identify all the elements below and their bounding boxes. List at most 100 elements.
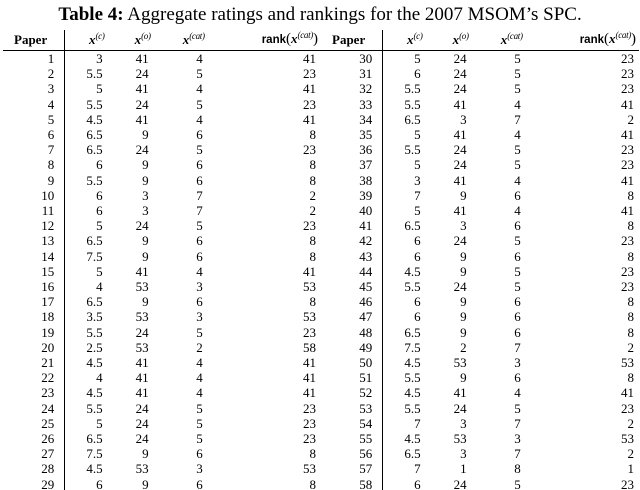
value-cell: 5 <box>196 66 203 82</box>
table-row: 43 6 9 6 8 <box>321 248 639 264</box>
value-cell: 41 <box>135 355 149 371</box>
value-cell: 58 <box>303 339 316 355</box>
table-row: 13 6.5 9 6 8 <box>3 233 321 249</box>
value-cell: 2 <box>309 187 317 203</box>
value-cell: 6 <box>514 309 521 325</box>
value-cell: 3 <box>514 431 521 447</box>
table-row: 44 4.5 9 5 23 <box>321 263 639 280</box>
table-row: 3 5 41 4 41 <box>3 81 321 97</box>
value-cell: 4 <box>196 355 203 371</box>
table-row: 25 5 24 5 23 <box>3 415 321 432</box>
open-paren: ( <box>604 31 609 47</box>
math-function-label: rank <box>261 34 286 46</box>
value-cell: 5 <box>196 218 203 234</box>
value-cell: 24 <box>453 142 467 158</box>
math-superscript: (cat) <box>297 30 314 40</box>
table-row: 5 4.5 41 4 41 <box>3 111 321 128</box>
value-cell: 8 <box>309 476 317 490</box>
paper-id-cell: 53 <box>321 400 384 416</box>
value-cell: 2.5 <box>86 339 103 355</box>
value-cell: 5 <box>514 142 521 158</box>
value-cell: 7 <box>514 446 521 462</box>
column-header-x-c: x(c) <box>382 30 426 51</box>
value-cell: 41 <box>303 263 316 279</box>
value-cell: 9 <box>460 294 467 310</box>
value-cell: 4.5 <box>404 263 421 279</box>
value-cell: 9 <box>460 324 467 340</box>
value-cell: 8 <box>309 446 317 462</box>
value-cell: 7.5 <box>86 446 103 462</box>
value-cell: 8 <box>309 248 317 264</box>
paper-id-cell: 41 <box>321 218 384 234</box>
value-cell: 41 <box>621 127 634 143</box>
value-cell: 41 <box>135 51 149 66</box>
value-cell: 24 <box>135 431 149 447</box>
value-cell: 4 <box>196 51 203 66</box>
table-row: 48 6.5 9 6 8 <box>321 324 639 340</box>
paper-id-cell: 33 <box>321 96 384 112</box>
table-caption: Table 4: Aggregate ratings and rankings … <box>0 0 640 27</box>
value-cell: 5.5 <box>86 66 103 82</box>
value-cell: 6.5 <box>86 142 103 158</box>
value-cell: 23 <box>621 157 634 173</box>
paper-id-cell: 4 <box>3 96 66 112</box>
header-row: Paper x(c) x(o) x(cat) rank(x(cat)) <box>321 30 639 51</box>
table-row: 7 6.5 24 5 23 <box>3 142 321 158</box>
value-cell: 8 <box>309 127 317 143</box>
math-variable: x <box>88 32 96 47</box>
paper-id-cell: 7 <box>3 142 66 158</box>
table-row: 32 5.5 24 5 23 <box>321 81 639 97</box>
table-row: 24 5.5 24 5 23 <box>3 400 321 416</box>
value-cell: 5 <box>96 415 103 431</box>
math-superscript: (cat) <box>615 30 632 40</box>
value-cell: 41 <box>303 355 316 371</box>
column-header-paper: Paper <box>3 30 66 51</box>
value-cell: 2 <box>460 339 467 355</box>
value-cell: 4.5 <box>86 461 103 477</box>
paper-id-cell: 17 <box>3 294 66 310</box>
paper-id-cell: 8 <box>3 157 66 173</box>
value-cell: 3 <box>460 218 467 234</box>
table-row: 54 7 3 7 2 <box>321 415 639 432</box>
value-cell: 6 <box>514 218 521 234</box>
value-cell: 41 <box>453 385 467 401</box>
value-cell: 6 <box>196 476 203 490</box>
table-row: 49 7.5 2 7 2 <box>321 339 639 356</box>
paper-id-cell: 19 <box>3 324 66 340</box>
value-cell: 6 <box>196 127 203 143</box>
value-cell: 5 <box>96 263 103 279</box>
paper-id-cell: 26 <box>3 431 66 447</box>
value-cell: 4 <box>196 111 203 127</box>
value-cell: 1 <box>460 461 467 477</box>
table-row: 2 5.5 24 5 23 <box>3 66 321 82</box>
paper-id-cell: 58 <box>321 476 384 490</box>
value-cell: 6 <box>96 203 103 219</box>
value-cell: 2 <box>627 111 635 127</box>
paper-id-cell: 22 <box>3 370 66 386</box>
value-cell: 8 <box>309 157 317 173</box>
value-cell: 5.5 <box>404 400 421 416</box>
value-cell: 9 <box>142 446 149 462</box>
table-row: 16 4 53 3 53 <box>3 279 321 295</box>
value-cell: 7 <box>414 187 421 203</box>
value-cell: 6 <box>514 248 521 264</box>
value-cell: 4 <box>514 385 521 401</box>
value-cell: 1 <box>627 461 635 477</box>
value-cell: 24 <box>453 476 467 490</box>
value-cell: 23 <box>303 66 316 82</box>
value-cell: 41 <box>303 370 316 386</box>
math-superscript: (c) <box>413 31 423 41</box>
value-cell: 5 <box>196 400 203 416</box>
value-cell: 4 <box>96 370 103 386</box>
value-cell: 23 <box>621 400 634 416</box>
paper-id-cell: 47 <box>321 309 384 325</box>
paper-id-cell: 50 <box>321 355 384 371</box>
value-cell: 3 <box>460 446 467 462</box>
value-cell: 5 <box>514 476 521 490</box>
table-row: 45 5.5 24 5 23 <box>321 279 639 295</box>
value-cell: 6 <box>514 294 521 310</box>
paper-id-cell: 16 <box>3 279 66 295</box>
value-cell: 5.5 <box>404 96 421 112</box>
value-cell: 6 <box>414 66 421 82</box>
